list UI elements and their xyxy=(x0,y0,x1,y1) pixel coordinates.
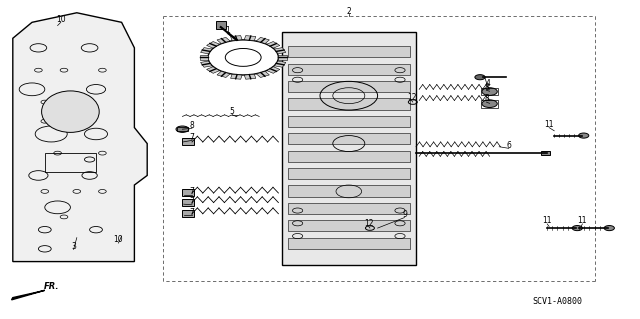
Polygon shape xyxy=(257,71,269,78)
Polygon shape xyxy=(278,55,287,60)
Polygon shape xyxy=(257,37,269,43)
Bar xyxy=(182,199,194,206)
Text: 4: 4 xyxy=(485,79,490,88)
Bar xyxy=(282,32,416,265)
Text: FR.: FR. xyxy=(44,282,59,291)
Polygon shape xyxy=(230,74,242,79)
Text: 9: 9 xyxy=(402,210,407,219)
Bar xyxy=(288,46,410,57)
Circle shape xyxy=(579,133,589,138)
Polygon shape xyxy=(207,67,220,73)
Bar xyxy=(288,168,410,179)
Bar xyxy=(288,133,410,145)
Polygon shape xyxy=(244,36,256,41)
Bar xyxy=(182,138,194,145)
Text: 12: 12 xyxy=(364,219,373,228)
Circle shape xyxy=(572,226,582,231)
Bar xyxy=(481,100,498,108)
Text: 8: 8 xyxy=(484,94,489,103)
Text: 5: 5 xyxy=(229,107,234,116)
Text: 7: 7 xyxy=(189,187,195,196)
Text: 7: 7 xyxy=(189,208,195,217)
Polygon shape xyxy=(200,61,212,67)
Polygon shape xyxy=(267,41,280,48)
Bar xyxy=(288,116,410,127)
Bar xyxy=(216,21,226,29)
Polygon shape xyxy=(275,48,286,54)
Text: 10: 10 xyxy=(56,15,66,24)
Bar xyxy=(177,127,188,131)
Text: 8: 8 xyxy=(189,121,195,130)
Bar xyxy=(288,151,410,162)
Polygon shape xyxy=(13,13,147,262)
Polygon shape xyxy=(230,36,242,41)
Polygon shape xyxy=(267,67,280,73)
Polygon shape xyxy=(207,41,220,48)
Text: SCV1-A0800: SCV1-A0800 xyxy=(532,297,582,306)
Text: 1: 1 xyxy=(225,26,230,35)
Polygon shape xyxy=(217,37,230,43)
Text: 11: 11 xyxy=(545,120,554,129)
Circle shape xyxy=(482,100,497,108)
Text: 6: 6 xyxy=(506,141,511,150)
Bar xyxy=(288,64,410,75)
Text: 7: 7 xyxy=(189,197,195,206)
Polygon shape xyxy=(275,61,286,67)
Text: 7: 7 xyxy=(189,133,195,142)
Text: 12: 12 xyxy=(407,93,416,102)
Polygon shape xyxy=(244,74,256,79)
Polygon shape xyxy=(200,55,208,60)
Text: 11: 11 xyxy=(578,216,587,225)
Polygon shape xyxy=(200,48,212,54)
Text: 10: 10 xyxy=(113,235,124,244)
Bar xyxy=(288,203,410,214)
Bar xyxy=(541,151,550,155)
Ellipse shape xyxy=(42,91,99,132)
Bar xyxy=(288,99,410,110)
Text: 8: 8 xyxy=(484,83,489,92)
Circle shape xyxy=(604,226,614,231)
Bar xyxy=(182,210,194,217)
Polygon shape xyxy=(12,290,45,300)
Circle shape xyxy=(475,75,485,80)
Bar xyxy=(45,153,96,172)
Circle shape xyxy=(482,88,497,95)
Bar xyxy=(481,88,498,95)
Circle shape xyxy=(176,126,189,132)
Text: 11: 11 xyxy=(543,216,552,225)
Polygon shape xyxy=(217,71,230,78)
Bar xyxy=(288,185,410,197)
Text: 2: 2 xyxy=(346,7,351,16)
Text: 3: 3 xyxy=(71,242,76,251)
Bar xyxy=(288,81,410,92)
Bar xyxy=(182,189,194,196)
Bar xyxy=(288,238,410,249)
Bar xyxy=(288,220,410,231)
